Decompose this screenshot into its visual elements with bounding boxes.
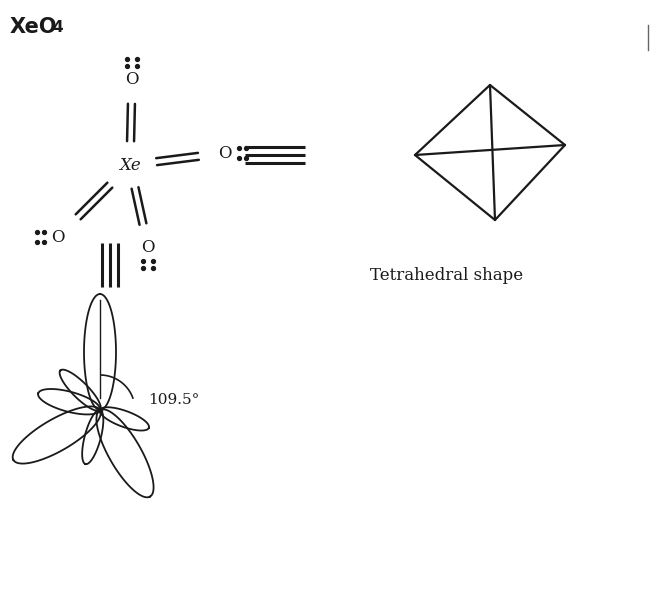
Text: 109.5°: 109.5° [148, 393, 199, 407]
Text: O: O [218, 145, 232, 161]
Text: O: O [51, 228, 65, 246]
Text: 4: 4 [52, 20, 63, 35]
Text: Tetrahedral shape: Tetrahedral shape [370, 267, 523, 283]
Text: Xe: Xe [119, 156, 141, 174]
Text: O: O [141, 239, 154, 255]
Text: O: O [125, 71, 139, 89]
Text: XeO: XeO [10, 17, 57, 37]
